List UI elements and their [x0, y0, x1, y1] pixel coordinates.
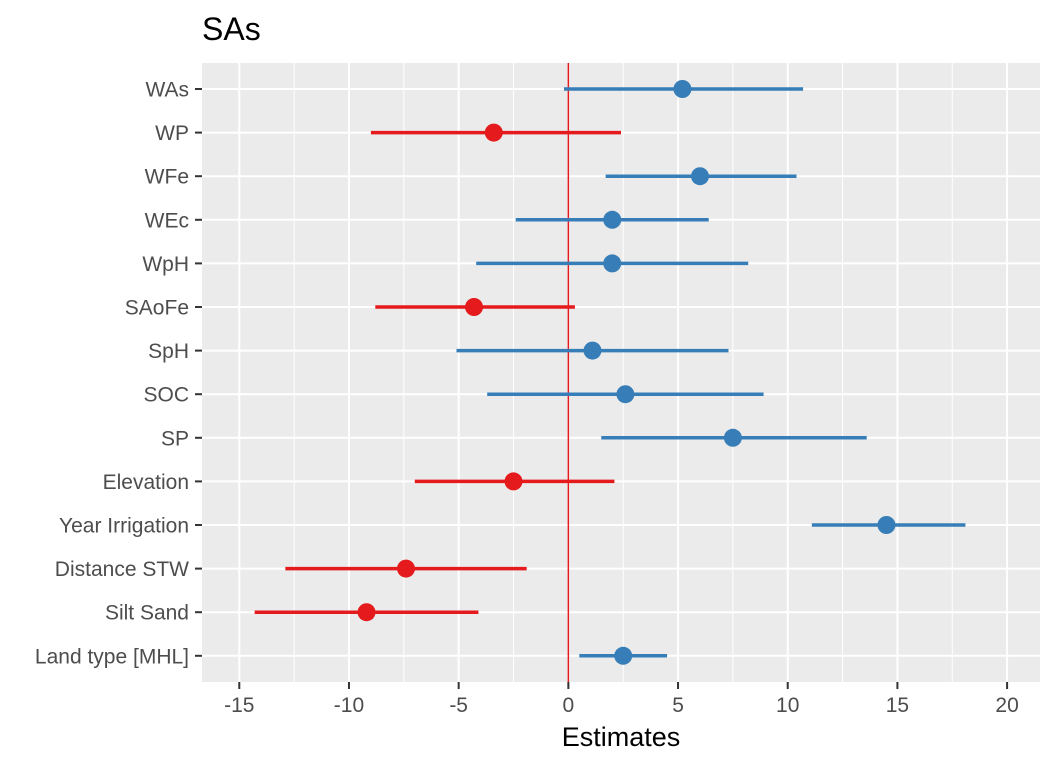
estimate-point — [690, 167, 709, 186]
y-tick-label: WpH — [142, 253, 189, 276]
y-tick-label: SOC — [143, 384, 189, 407]
x-tick-label: -15 — [224, 694, 254, 717]
estimate-point — [614, 646, 633, 665]
x-tick-label: 5 — [672, 694, 684, 717]
y-tick-label: WAs — [145, 79, 189, 102]
estimate-point — [603, 210, 622, 229]
plot-panel — [202, 63, 1040, 682]
y-tick-label: Land type [MHL] — [35, 645, 189, 668]
x-tick-label: 15 — [886, 694, 909, 717]
estimate-point — [583, 341, 602, 360]
chart-title: SAs — [202, 11, 261, 47]
y-tick-label: Elevation — [103, 471, 189, 494]
y-tick-label: SP — [161, 427, 189, 450]
x-tick-label: -5 — [449, 694, 468, 717]
estimate-point — [465, 298, 484, 316]
x-tick-label: 20 — [995, 694, 1018, 717]
estimate-point — [616, 385, 635, 404]
y-tick-label: SpH — [148, 340, 189, 363]
estimate-point — [484, 123, 503, 142]
estimate-point — [723, 428, 742, 447]
y-tick-label: WP — [155, 122, 189, 145]
x-tick-label: 10 — [776, 694, 799, 717]
estimate-point — [357, 603, 376, 622]
x-tick-label: 0 — [563, 694, 575, 717]
estimate-marks — [254, 80, 966, 665]
y-tick-label: SAoFe — [125, 297, 189, 320]
y-tick-label: WFe — [145, 166, 189, 189]
estimate-point — [673, 80, 692, 98]
y-tick-label: Year Irrigation — [59, 515, 189, 538]
estimate-point — [397, 559, 416, 578]
y-tick-label: WEc — [145, 209, 189, 232]
estimate-point — [877, 516, 896, 534]
y-axis: WAs WP WFe WEc WpH SAoFe SpH SOC SP Elevation Year… — [35, 79, 202, 668]
x-tick-label: -10 — [334, 694, 364, 717]
x-axis-title: Estimates — [562, 722, 681, 752]
y-tick-label: Distance STW — [55, 558, 189, 581]
y-tick-label: Silt Sand — [105, 602, 189, 625]
x-axis: -15 -10 -5 0 5 10 15 20 — [224, 682, 1019, 717]
estimate-point — [603, 254, 622, 273]
estimate-point — [504, 472, 523, 491]
